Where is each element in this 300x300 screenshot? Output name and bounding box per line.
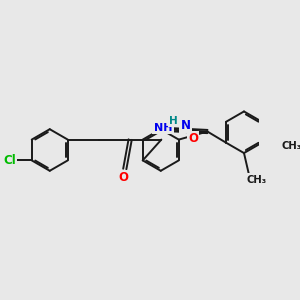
Text: H: H [169,116,178,126]
Text: Cl: Cl [3,154,16,167]
Text: O: O [118,171,128,184]
Text: O: O [188,133,198,146]
Text: NH: NH [154,123,172,133]
Text: N: N [181,119,191,132]
Text: CH₃: CH₃ [246,175,266,185]
Text: CH₃: CH₃ [281,140,300,151]
